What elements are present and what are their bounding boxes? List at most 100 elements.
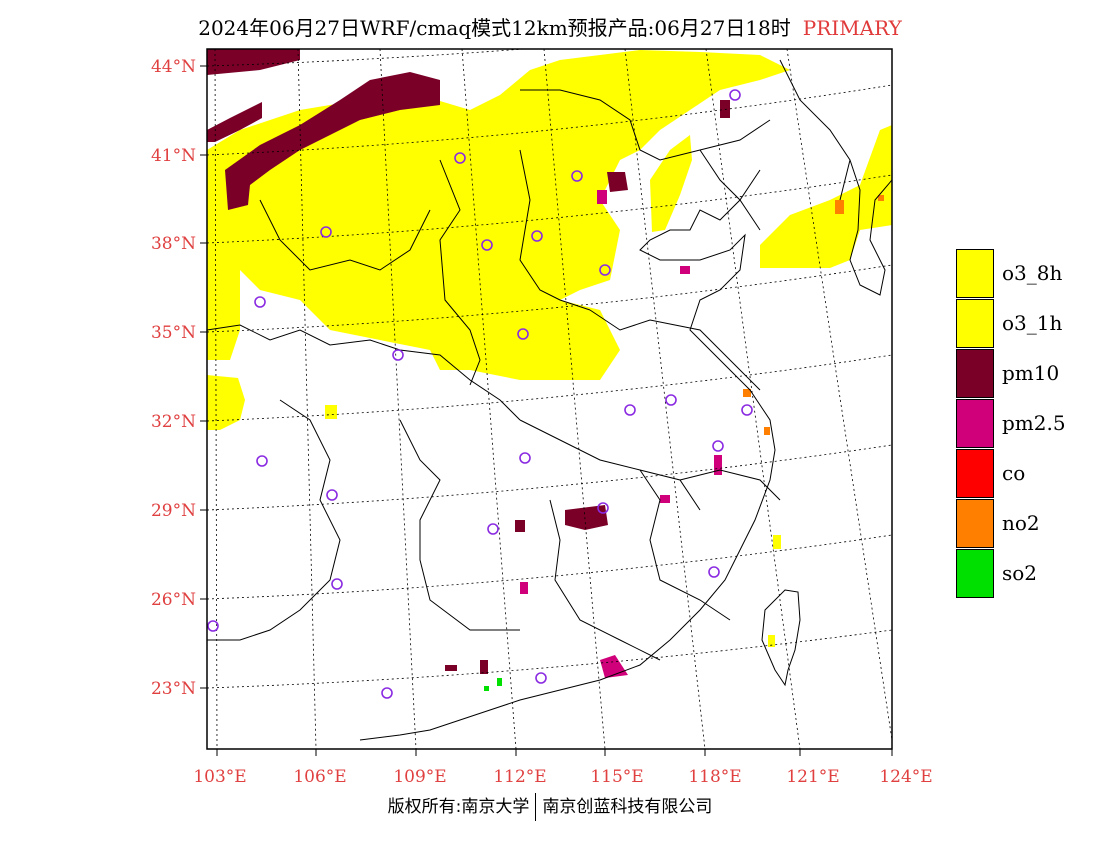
copyright-right: 南京创蓝科技有限公司 xyxy=(542,797,713,817)
legend-label: pm2.5 xyxy=(1002,411,1066,435)
station-marker xyxy=(708,566,720,578)
station-marker xyxy=(256,455,268,467)
station-marker xyxy=(487,523,499,535)
o3-spot-2 xyxy=(773,535,781,549)
o3-region-southwest xyxy=(207,375,245,430)
pm10-spot-1 xyxy=(515,520,525,532)
legend-item-pm25: pm2.5 xyxy=(956,399,1096,449)
legend-item-pm10: pm10 xyxy=(956,349,1096,399)
no2-spot-4 xyxy=(878,195,884,201)
station-marker xyxy=(729,89,741,101)
taiwan-outline xyxy=(761,589,801,687)
station-marker xyxy=(624,404,636,416)
lat-label-23: 23°N xyxy=(151,679,196,699)
province-boundaries xyxy=(207,89,781,661)
station-marker xyxy=(331,578,343,590)
pm10-top-edge xyxy=(207,49,300,75)
station-marker xyxy=(599,264,611,276)
lon-label-115: 115°E xyxy=(590,767,643,787)
o3-region-northeast xyxy=(760,125,892,268)
no2-spot-3 xyxy=(764,427,770,435)
map-frame xyxy=(206,48,893,750)
legend-item-o3-8h: o3_8h xyxy=(956,249,1096,299)
lon-label-118: 118°E xyxy=(688,767,741,787)
lon-label-124: 124°E xyxy=(879,767,932,787)
pm10-band-inner-mongolia xyxy=(225,72,440,210)
legend-label: o3_8h xyxy=(1002,261,1063,285)
station-markers xyxy=(207,89,753,699)
footer-separator xyxy=(535,793,537,821)
station-marker xyxy=(531,230,543,242)
o3-spot-3 xyxy=(768,635,775,647)
lat-label-26: 26°N xyxy=(151,590,196,610)
legend-swatch xyxy=(956,249,994,298)
legend-item-so2: so2 xyxy=(956,549,1096,599)
legend-label: no2 xyxy=(1002,511,1040,535)
lat-label-44: 44°N xyxy=(151,57,196,77)
station-marker xyxy=(517,328,529,340)
legend-swatch xyxy=(956,499,994,548)
lon-label-112: 112°E xyxy=(493,767,546,787)
copyright-footer: 版权所有:南京大学 南京创蓝科技有限公司 xyxy=(0,792,1100,821)
station-marker xyxy=(741,404,753,416)
legend-item-o3-1h: o3_1h xyxy=(956,299,1096,349)
coastline xyxy=(359,59,851,741)
legend-swatch xyxy=(956,299,994,348)
station-marker xyxy=(571,170,583,182)
station-marker xyxy=(712,440,724,452)
legend-label: o3_1h xyxy=(1002,311,1063,335)
station-marker xyxy=(535,672,547,684)
pm10-spot-2 xyxy=(480,660,488,674)
lat-label-35: 35°N xyxy=(151,323,196,343)
legend-label: co xyxy=(1002,461,1026,485)
legend-item-no2: no2 xyxy=(956,499,1096,549)
station-marker xyxy=(665,394,677,406)
legend-item-co: co xyxy=(956,449,1096,499)
legend-swatch xyxy=(956,349,994,398)
map-title: 2024年06月27日WRF/cmaq模式12km预报产品:06月27日18时 P… xyxy=(0,12,1100,41)
o3-region-north xyxy=(207,50,790,380)
lat-label-41: 41°N xyxy=(151,146,196,166)
pollution-layer xyxy=(207,49,892,749)
legend-swatch xyxy=(956,449,994,498)
korea-outline xyxy=(849,159,892,296)
legend-label: pm10 xyxy=(1002,361,1060,385)
pm25-spot-3 xyxy=(660,495,670,503)
lon-label-106: 106°E xyxy=(293,767,346,787)
lon-label-109: 109°E xyxy=(393,767,446,787)
axis-ticks xyxy=(200,65,893,756)
pm10-band-northwest xyxy=(207,102,262,142)
pm10-hunan xyxy=(565,505,608,530)
lat-label-29: 29°N xyxy=(151,501,196,521)
pm10-spot-4 xyxy=(445,665,457,671)
o3-region-bohai xyxy=(650,135,692,232)
lat-label-38: 38°N xyxy=(151,234,196,254)
legend-swatch xyxy=(956,549,994,598)
lat-label-32: 32°N xyxy=(151,412,196,432)
pm10-spot-3 xyxy=(720,100,730,118)
legend-swatch xyxy=(956,399,994,448)
station-marker xyxy=(481,239,493,251)
station-marker xyxy=(454,152,466,164)
station-marker xyxy=(381,687,393,699)
title-text: 2024年06月27日WRF/cmaq模式12km预报产品:06月27日18时 xyxy=(198,16,791,40)
graticule xyxy=(207,49,892,749)
so2-spot-2 xyxy=(484,686,489,691)
pollutant-legend: o3_8h o3_1h pm10 pm2.5 co no2 so2 xyxy=(956,249,1096,599)
so2-spot-1 xyxy=(497,678,502,686)
primary-tag: PRIMARY xyxy=(802,16,902,40)
station-marker xyxy=(392,349,404,361)
station-marker xyxy=(320,226,332,238)
no2-spot-2 xyxy=(743,389,751,397)
lon-label-121: 121°E xyxy=(786,767,839,787)
station-marker xyxy=(207,620,219,632)
pm10-beijing xyxy=(607,172,628,192)
pm25-spot-4 xyxy=(520,582,528,594)
station-marker xyxy=(597,502,609,514)
no2-spot-1 xyxy=(835,200,844,214)
station-marker xyxy=(326,489,338,501)
copyright-left: 版权所有:南京大学 xyxy=(387,797,530,817)
pm25-spot-2 xyxy=(680,266,690,274)
legend-label: so2 xyxy=(1002,561,1038,585)
